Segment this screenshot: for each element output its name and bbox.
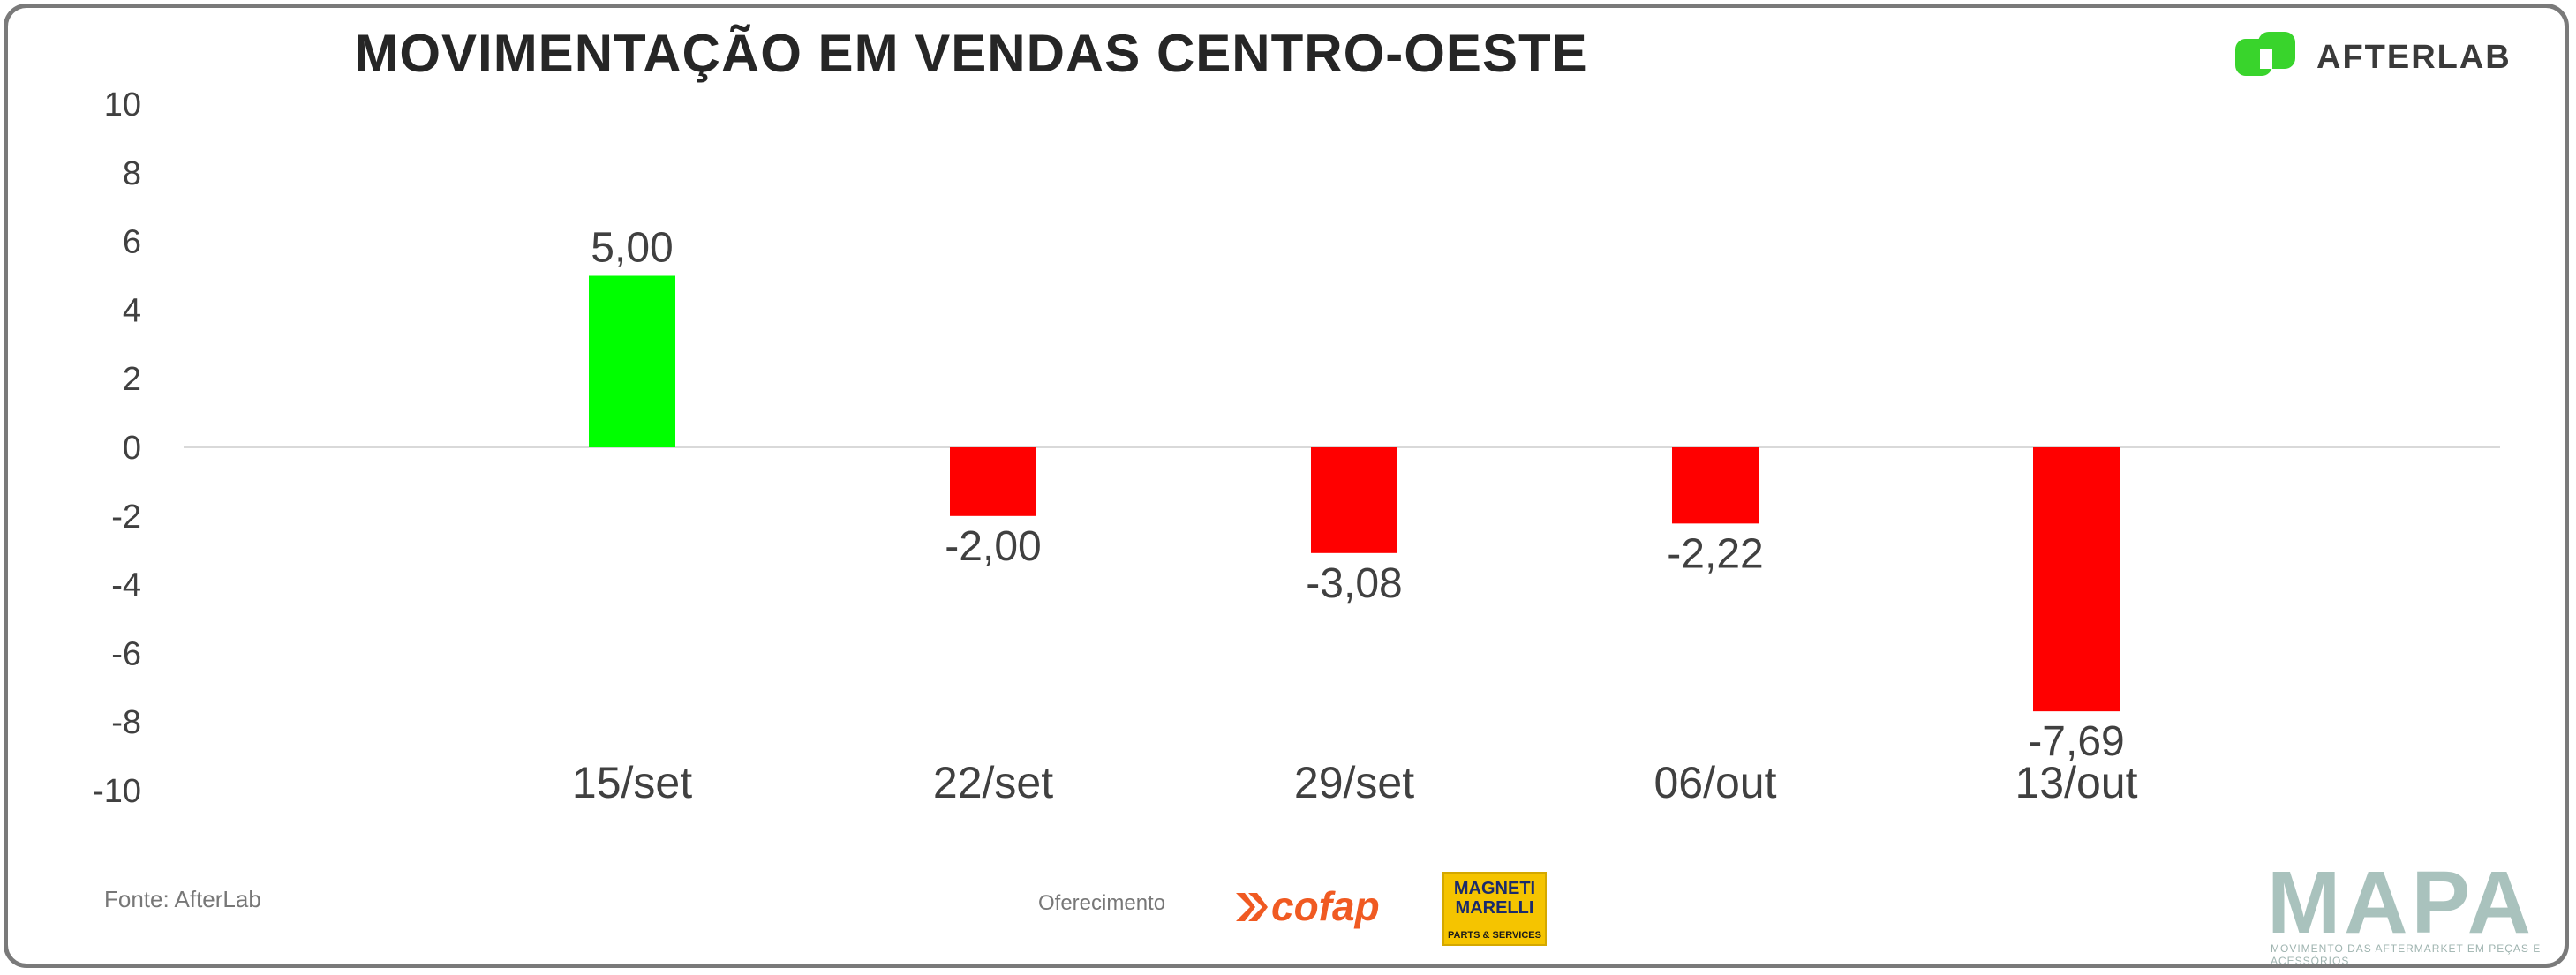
- data-label: 5,00: [591, 225, 673, 272]
- source-note: Fonte: AfterLab: [104, 886, 261, 912]
- y-tick-label: 8: [123, 155, 141, 192]
- cofap-logo: cofap: [1232, 881, 1409, 934]
- x-tick-label: 13/out: [2015, 758, 2137, 807]
- x-tick-label: 06/out: [1653, 758, 1776, 807]
- bar-chart: 10 8 6 4 2 0 -2 -4 -6 -8 -10 5,00 -2,00 -3,08 -2,22 -7…: [93, 86, 2500, 810]
- support-label: Oferecimento: [1038, 891, 1166, 915]
- x-axis: 15/set 22/set 29/set 06/out 13/out: [572, 758, 2138, 807]
- y-tick-label: 2: [123, 361, 141, 398]
- y-tick-label: 6: [123, 224, 141, 261]
- magneti-marelli-sub: PARTS & SERVICES: [1448, 930, 1541, 941]
- bar: [1311, 447, 1397, 553]
- y-tick-label: -10: [93, 773, 141, 810]
- y-axis: 10 8 6 4 2 0 -2 -4 -6 -8 -10: [93, 86, 141, 810]
- x-tick-label: 22/set: [933, 758, 1053, 807]
- y-tick-label: 4: [123, 292, 141, 329]
- y-tick-label: -8: [111, 704, 141, 741]
- cofap-mark-icon: [1236, 893, 1268, 921]
- chart-title: MOVIMENTAÇÃO EM VENDAS CENTRO-OESTE: [354, 24, 1588, 83]
- bar: [2033, 447, 2120, 712]
- data-label: -2,22: [1667, 530, 1763, 577]
- bars: 5,00 -2,00 -3,08 -2,22 -7,69: [589, 225, 2125, 765]
- data-label: -7,69: [2028, 718, 2124, 765]
- y-tick-label: -6: [111, 635, 141, 672]
- afterlab-logo: AFTERLAB: [2235, 32, 2512, 85]
- x-tick-label: 29/set: [1294, 758, 1414, 807]
- x-tick-label: 15/set: [572, 758, 692, 807]
- magneti-marelli-logo: MAGNETI MARELLI PARTS & SERVICES: [1442, 872, 1547, 946]
- bar: [950, 447, 1036, 516]
- cofap-logo-text: cofap: [1271, 883, 1380, 929]
- chart-frame: [4, 4, 2569, 968]
- mapa-brand-subtitle: MOVIMENTO DAS AFTERMARKET EM PEÇAS E ACE…: [2271, 942, 2542, 967]
- data-label: -2,00: [945, 523, 1041, 570]
- afterlab-logo-icon: [2235, 32, 2295, 76]
- y-tick-label: -4: [111, 567, 141, 604]
- y-tick-label: 10: [104, 86, 141, 124]
- y-tick-label: -2: [111, 499, 141, 536]
- magneti-marelli-name: MAGNETI MARELLI: [1453, 879, 1536, 918]
- y-tick-label: 0: [123, 430, 141, 467]
- data-label: -3,08: [1306, 560, 1402, 607]
- bar: [1672, 447, 1759, 524]
- afterlab-logo-text: AFTERLAB: [2316, 39, 2512, 76]
- bar: [589, 275, 675, 447]
- mapa-brand: MAPA: [2267, 853, 2535, 952]
